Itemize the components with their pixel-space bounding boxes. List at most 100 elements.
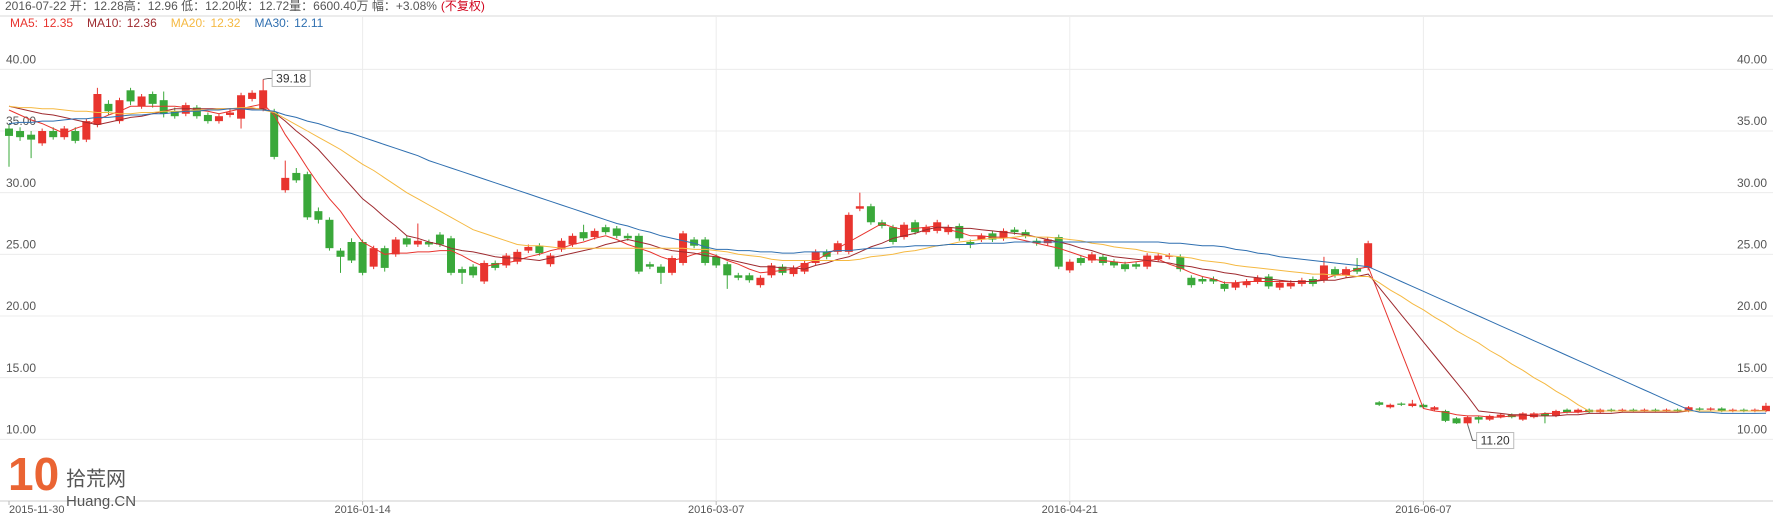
candle-body: [1673, 409, 1682, 411]
candle-body: [1331, 269, 1339, 276]
candle-body: [226, 112, 234, 115]
candle-body: [1474, 417, 1483, 420]
extreme-text: 11.20: [1481, 434, 1510, 448]
candle-body: [1629, 409, 1638, 411]
candle-body: [745, 275, 754, 281]
candle-body: [590, 230, 599, 238]
y-tick-label-right: 40.00: [1737, 53, 1767, 67]
ma-line: [8, 108, 1767, 414]
y-tick-label-right: 10.00: [1737, 423, 1767, 437]
y-tick-label: 35.00: [6, 114, 36, 128]
candle-body: [1253, 277, 1262, 282]
candle-body: [513, 251, 522, 262]
candle-body: [546, 255, 555, 265]
y-tick-label-right: 35.00: [1737, 114, 1767, 128]
logo-site: Huang.CN: [66, 493, 136, 510]
candle-body: [723, 264, 732, 276]
candle-body: [645, 264, 654, 267]
candle-body: [1198, 279, 1207, 282]
candle-body: [1430, 407, 1439, 410]
candle-body: [1651, 409, 1660, 411]
legend-value: 12.36: [127, 16, 157, 30]
extreme-box: [1476, 432, 1515, 450]
candle-body: [557, 240, 566, 250]
candle-body: [104, 103, 113, 112]
candle-body: [1640, 409, 1649, 411]
candle-body: [1574, 409, 1583, 413]
candle-body: [137, 96, 146, 107]
candle-body: [568, 235, 577, 245]
candle-body: [1231, 282, 1240, 288]
candle-body: [281, 177, 290, 191]
candle-body: [435, 234, 444, 245]
y-tick-label-right: 15.00: [1737, 361, 1767, 375]
candle-body: [1220, 283, 1229, 289]
legend: MA5: 12.35 MA10: 12.36 MA20: 12.32 MA30: 12.11: [10, 16, 324, 30]
candle-body: [1684, 407, 1693, 411]
candle-body: [469, 266, 478, 276]
candle-body: [1087, 254, 1096, 261]
extreme-leader: [263, 77, 273, 80]
candle-body: [181, 105, 190, 114]
logo-name: 拾荒网: [66, 467, 126, 490]
candle-body: [800, 262, 809, 272]
y-tick-label-right: 25.00: [1737, 238, 1767, 252]
y-tick-label: 20.00: [6, 299, 36, 313]
candle-body: [480, 262, 489, 282]
candle-body: [1408, 403, 1417, 407]
candle-body: [325, 219, 334, 249]
candle-body: [1286, 282, 1295, 287]
candle-body: [314, 211, 323, 220]
candle-body: [237, 95, 246, 119]
candle-body: [1607, 409, 1616, 411]
y-tick-label-right: 20.00: [1737, 299, 1767, 313]
candle-body: [358, 242, 367, 273]
candle-body: [789, 267, 798, 275]
candle-body: [833, 243, 842, 252]
candle-body: [1618, 409, 1627, 411]
candle-body: [1121, 264, 1130, 270]
x-tick-label: 2015-11-30: [9, 504, 64, 516]
candle-body: [214, 116, 223, 122]
candle-body: [1452, 418, 1461, 424]
ma-line: [8, 105, 1767, 412]
y-tick-label: 30.00: [6, 176, 36, 190]
candle-body: [82, 121, 91, 140]
candle-body: [248, 92, 257, 99]
candle-body: [16, 131, 25, 138]
candle-body: [1010, 229, 1019, 233]
candle-body: [1739, 409, 1748, 411]
candle-body: [612, 228, 621, 236]
candle-body: [170, 111, 179, 117]
candle-body: [1021, 232, 1030, 236]
x-tick-label: 2016-04-21: [1042, 504, 1098, 516]
candle-body: [1364, 243, 1373, 268]
candle-body: [1386, 404, 1395, 408]
y-tick-label-right: 30.00: [1737, 176, 1767, 190]
y-tick-label: 10.00: [6, 423, 36, 437]
candle-body: [38, 131, 47, 144]
candle-body: [93, 94, 102, 125]
header-info: 2016-07-22 开：12.28高：12.96 低：12.20收：12.72…: [5, 0, 437, 13]
legend-value: 12.11: [294, 16, 323, 30]
candle-body: [159, 100, 168, 114]
legend-name: MA5:: [10, 16, 38, 30]
x-tick-label: 2016-01-14: [334, 504, 390, 516]
candle-body: [999, 230, 1008, 239]
candle-body: [1518, 413, 1527, 420]
candle-body: [1054, 237, 1063, 267]
candle-body: [668, 258, 676, 273]
candle-body: [60, 128, 69, 138]
candle-body: [1496, 414, 1505, 418]
candle-body: [1132, 264, 1141, 267]
candle-body: [656, 266, 665, 273]
plot-area: 10.00 10.00 15.00 15.00 20.00 20.00 25.00 25.00…: [0, 16, 1773, 516]
candle-body: [623, 235, 632, 239]
candle-body: [1342, 269, 1351, 276]
candle-body: [634, 235, 643, 272]
candle-body: [1154, 255, 1163, 260]
candle-body: [844, 214, 853, 252]
candle-body: [502, 255, 511, 266]
candle-body: [756, 277, 765, 286]
